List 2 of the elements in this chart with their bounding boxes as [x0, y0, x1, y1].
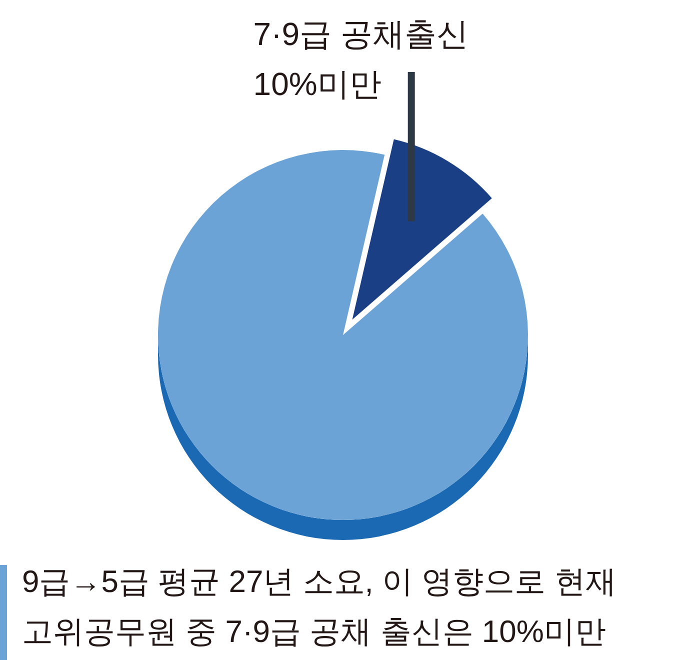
text: 9급→5급 평균 27년 소요, 이 영향으로 현재 고위공무원 중 7·9급 공채 출신은 10%미만 [22, 564, 616, 649]
slice-label: 7·9급 공채출신 10%미만 [253, 16, 468, 102]
